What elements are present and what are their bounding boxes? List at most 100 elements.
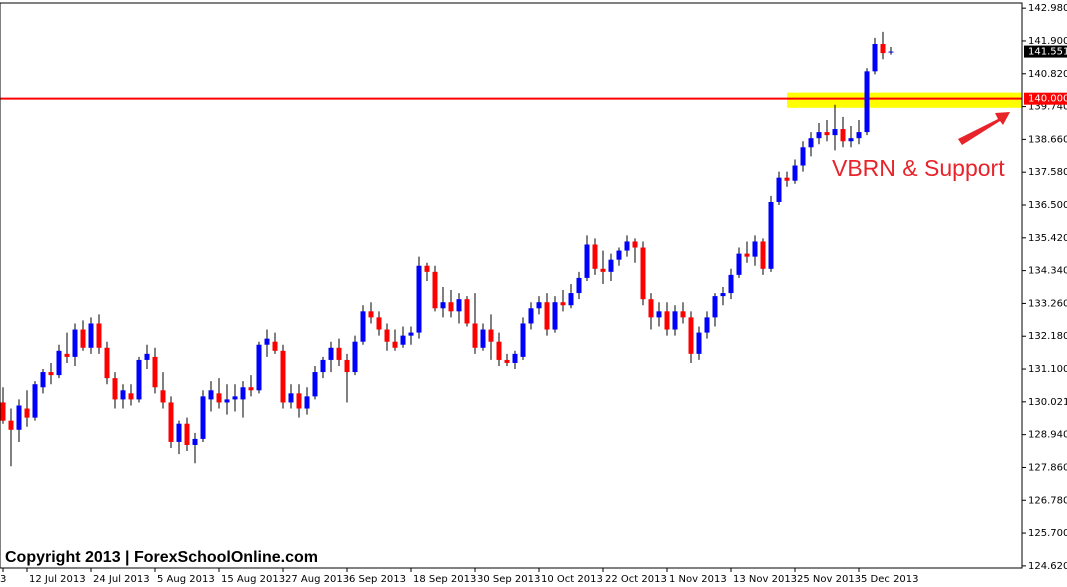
x-tick-label: 13 Nov 2013 [733, 574, 797, 585]
y-tick-label: 124.620 [1028, 561, 1067, 572]
candle-body [704, 317, 710, 333]
candle-body [648, 299, 654, 318]
candle-body [248, 387, 254, 391]
candle-body [640, 247, 646, 300]
candle-body [320, 359, 326, 373]
y-tick-label: 137.580 [1028, 167, 1067, 178]
y-tick-label: 126.780 [1028, 495, 1067, 506]
candle-body [792, 165, 798, 181]
candle-body [464, 299, 470, 324]
candle-body [576, 277, 582, 294]
candle-body [240, 387, 246, 400]
candle-body [368, 311, 374, 318]
candle-body [232, 396, 238, 400]
copyright: Copyright 2013 | ForexSchoolOnline.com [5, 549, 318, 566]
candle-body [72, 329, 78, 357]
y-tick-label: 138.660 [1028, 134, 1067, 145]
candle-body [56, 350, 62, 376]
y-tick-label: 135.420 [1028, 233, 1067, 244]
candle-body [688, 317, 694, 354]
candles [0, 31, 894, 467]
candle-body [720, 293, 726, 297]
candle-body [112, 378, 118, 400]
candle-body [480, 329, 486, 348]
candle-body [440, 302, 446, 309]
candle-body [48, 372, 54, 376]
candle-body [360, 311, 366, 342]
x-tick-label: 5 Aug 2013 [157, 574, 215, 585]
candle-body [880, 44, 886, 54]
candle-body [504, 359, 510, 363]
candle-body [888, 51, 894, 53]
y-tick-label: 142.980 [1028, 3, 1067, 14]
candle-body [856, 132, 862, 139]
candle-body [168, 402, 174, 442]
candle-body [872, 44, 878, 72]
candle-body [608, 259, 614, 272]
candle-body [824, 132, 830, 136]
candle-body [840, 129, 846, 142]
level-tag [1024, 92, 1067, 105]
candle-body [488, 329, 494, 342]
annotation: VBRN & Support [832, 155, 1005, 181]
candle-body [496, 341, 502, 360]
candle-body [864, 71, 870, 133]
candle-body [672, 311, 678, 330]
candle-body [192, 438, 198, 445]
y-tick-label: 128.940 [1028, 430, 1067, 441]
candle-body [104, 347, 110, 379]
y-tick-label: 130.021 [1028, 397, 1067, 408]
candle-body [736, 253, 742, 275]
candle-body [560, 302, 566, 306]
annotation-arrow [958, 112, 1010, 145]
last-price-label: 141.551 [1028, 47, 1067, 58]
x-tick-label: 30 Sep 2013 [477, 574, 540, 585]
y-tick-label: 132.180 [1028, 331, 1067, 342]
candle-body [600, 268, 606, 272]
candle-body [336, 347, 342, 360]
candle-body [40, 372, 46, 388]
candle-body [184, 423, 190, 445]
candle-body [288, 393, 294, 403]
x-tick-label: 15 Aug 2013 [221, 574, 285, 585]
candle-body [808, 138, 814, 148]
x-tick-label: 10 Oct 2013 [541, 574, 603, 585]
candle-body [120, 390, 126, 400]
candle-body [424, 265, 430, 272]
x-tick-label: 3 [0, 574, 6, 585]
candle-body [264, 338, 270, 345]
plot-layer [0, 92, 1022, 108]
candle-body [552, 302, 558, 330]
x-tick-label: 12 Jul 2013 [29, 574, 86, 585]
candle-body [0, 402, 6, 421]
y-tick-label: 139.740 [1028, 102, 1067, 113]
candle-body [24, 408, 30, 418]
candle-body [16, 405, 22, 430]
candle-body [200, 396, 206, 439]
x-tick-label: 18 Sep 2013 [413, 574, 476, 585]
candle-body [816, 132, 822, 139]
candle-body [344, 359, 350, 373]
y-tick-label: 127.860 [1028, 462, 1067, 473]
candle-body [784, 177, 790, 181]
candle-body [632, 241, 638, 248]
candle-body [592, 244, 598, 269]
y-tick-label: 131.100 [1028, 364, 1067, 375]
candle-body [400, 335, 406, 345]
candle-body [88, 323, 94, 348]
y-tick-label: 125.700 [1028, 528, 1067, 539]
candle-body [728, 274, 734, 294]
candle-body [760, 241, 766, 269]
candle-body [528, 308, 534, 324]
y-tick-label: 134.340 [1028, 266, 1067, 277]
candle-body [456, 299, 462, 312]
candle-body [64, 353, 70, 357]
candle-body [384, 329, 390, 342]
last-price-tag [1024, 45, 1067, 58]
candle-body [680, 311, 686, 318]
candle-body [32, 384, 38, 418]
candle-body [416, 265, 422, 333]
candle-body [664, 311, 670, 330]
